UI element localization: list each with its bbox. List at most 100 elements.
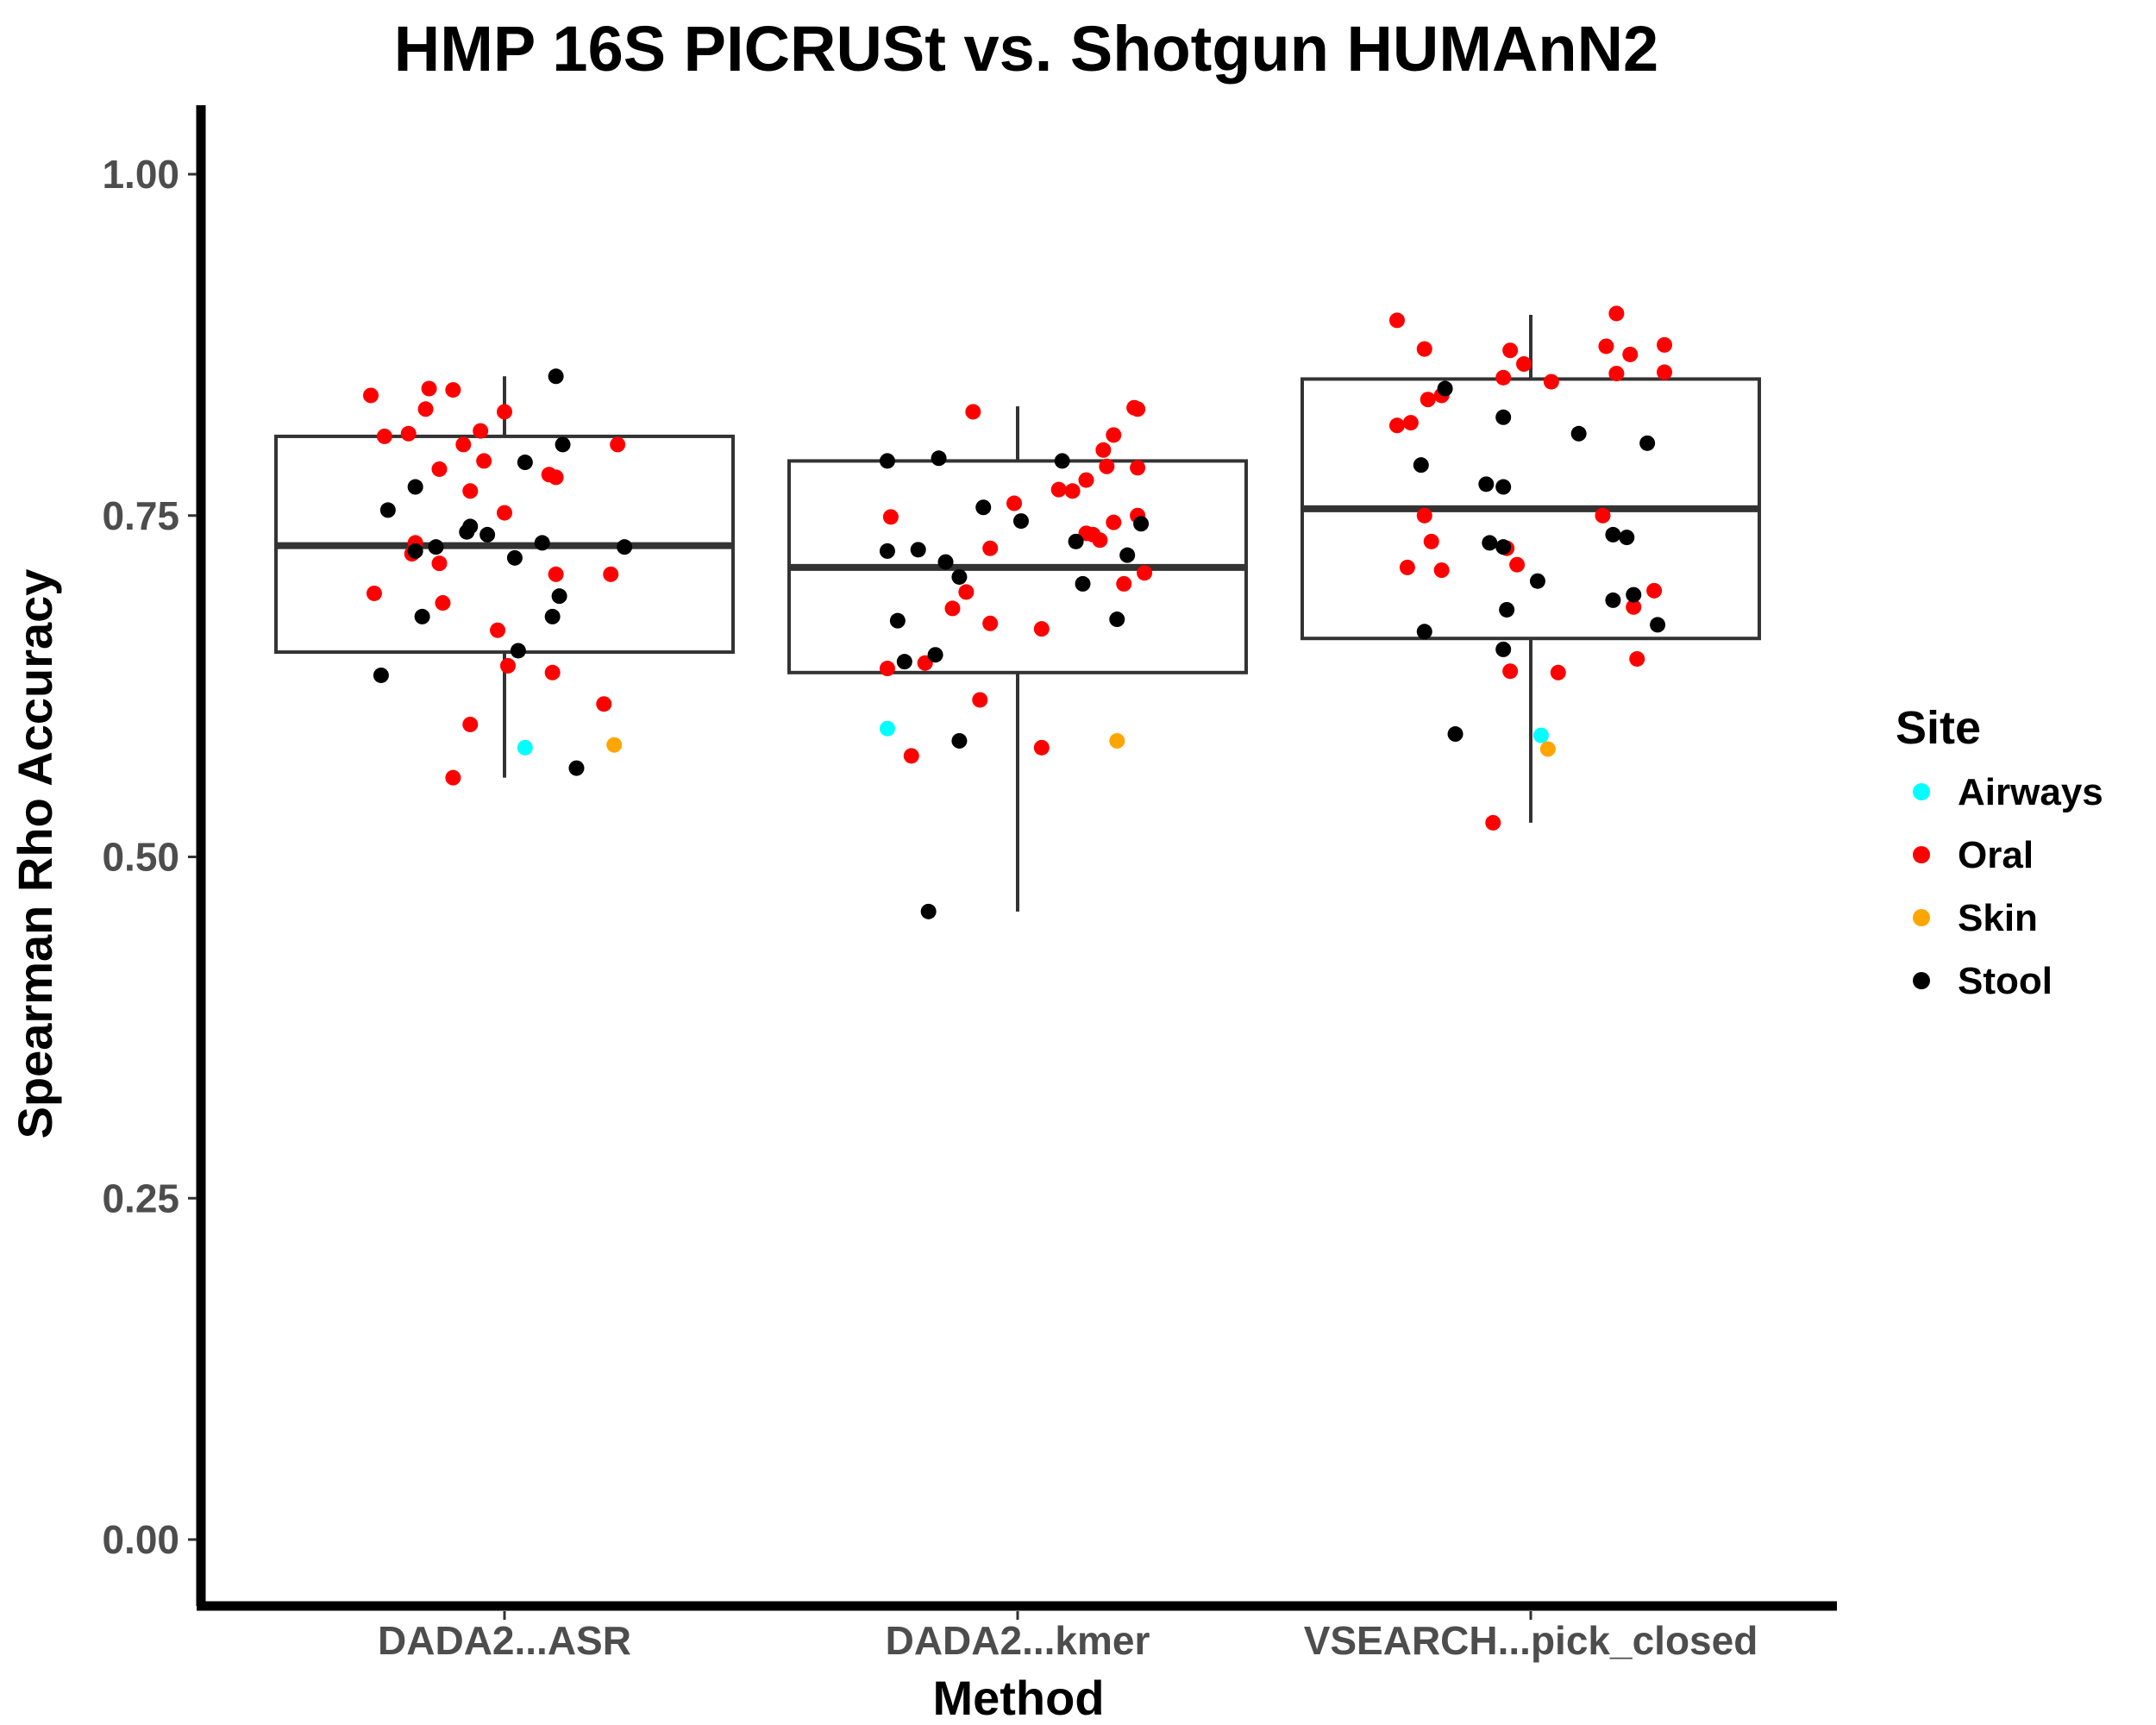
point-stool <box>1054 453 1070 469</box>
boxplot-3 <box>1300 315 1761 823</box>
point-oral <box>499 657 516 674</box>
legend-entry-airways: Airways <box>1913 771 2103 813</box>
point-oral <box>610 436 626 453</box>
legend-label: Oral <box>1958 834 2034 876</box>
point-oral <box>1130 460 1146 476</box>
point-stool <box>544 608 561 624</box>
point-oral <box>603 566 619 582</box>
y-axis-ticks: 0.00 0.25 0.50 0.75 1.00 <box>102 152 197 1562</box>
point-stool <box>927 647 943 663</box>
point-oral <box>1130 401 1146 417</box>
point-stool <box>510 643 526 659</box>
point-stool <box>1133 516 1150 532</box>
y-tick-label: 0.25 <box>102 1176 179 1220</box>
point-oral <box>1106 427 1122 443</box>
legend: Site Airways Oral Skin Stool <box>1896 702 2103 1002</box>
point-stool <box>1619 530 1635 546</box>
point-stool <box>462 518 479 535</box>
x-axis-title: Method <box>932 1671 1104 1725</box>
point-stool <box>1605 592 1621 608</box>
point-stool <box>1447 726 1463 743</box>
y-axis-title: Spearman Rho Accuracy <box>8 569 62 1139</box>
legend-entry-stool: Stool <box>1913 960 2053 1002</box>
point-oral <box>1092 532 1108 549</box>
point-stool <box>1529 573 1545 589</box>
point-stool <box>551 588 567 605</box>
point-oral <box>965 404 981 420</box>
point-stool <box>910 542 926 558</box>
point-oral <box>1388 312 1405 329</box>
point-oral <box>421 380 437 397</box>
point-oral <box>1416 507 1432 524</box>
point-oral <box>1543 373 1559 390</box>
boxplot-1 <box>274 376 735 778</box>
x-axis-ticks: DADA2...ASR DADA2...kmer VSEARCH...pick_cl… <box>378 1611 1758 1663</box>
point-oral <box>1626 599 1642 615</box>
point-stool <box>951 732 968 749</box>
point-stool <box>428 539 444 555</box>
point-stool <box>896 654 912 670</box>
point-stool <box>1495 479 1512 495</box>
point-oral <box>473 423 489 439</box>
point-oral <box>1388 417 1405 434</box>
point-oral <box>1502 663 1519 680</box>
point-oral <box>462 483 479 499</box>
point-stool <box>617 539 633 555</box>
legend-label: Airways <box>1958 771 2103 813</box>
point-oral <box>1516 356 1532 373</box>
point-stool <box>517 455 533 471</box>
point-stool <box>879 453 895 469</box>
point-oral <box>1550 664 1566 681</box>
point-skin <box>1109 732 1125 749</box>
point-oral <box>445 769 461 786</box>
legend-swatch <box>1913 909 1930 926</box>
point-stool <box>1495 409 1512 425</box>
point-stool <box>548 368 564 385</box>
point-oral <box>1608 366 1625 382</box>
point-stool <box>931 450 947 467</box>
point-oral <box>879 661 895 677</box>
x-tick-label: DADA2...ASR <box>378 1618 631 1663</box>
y-tick-label: 0.00 <box>102 1517 179 1562</box>
point-oral <box>1106 514 1122 530</box>
point-oral <box>1629 650 1645 667</box>
point-oral <box>1399 559 1415 575</box>
point-stool <box>1626 586 1642 603</box>
point-oral <box>1416 341 1432 357</box>
legend-label: Skin <box>1958 897 2038 939</box>
legend-swatch <box>1913 783 1930 800</box>
point-oral <box>455 436 472 453</box>
point-oral <box>1622 346 1639 362</box>
point-stool <box>568 760 585 776</box>
plot-panel <box>274 305 1761 919</box>
point-oral <box>1595 507 1611 524</box>
point-stool <box>373 667 389 683</box>
point-stool <box>1605 526 1621 543</box>
point-airways <box>879 720 895 737</box>
point-oral <box>1646 582 1663 599</box>
point-oral <box>1078 472 1094 488</box>
point-stool <box>951 568 968 585</box>
point-oral <box>548 469 564 486</box>
point-stool <box>1119 547 1136 563</box>
point-oral <box>1608 305 1625 322</box>
point-stool <box>379 502 396 518</box>
point-stool <box>975 499 992 516</box>
point-oral <box>1099 458 1115 474</box>
point-oral <box>1006 495 1023 511</box>
point-stool <box>407 479 423 495</box>
point-oral <box>362 387 379 404</box>
point-stool <box>1482 535 1498 551</box>
point-oral <box>548 566 564 582</box>
point-oral <box>1509 556 1526 573</box>
point-oral <box>497 505 512 521</box>
point-oral <box>903 748 919 764</box>
point-oral <box>462 716 479 732</box>
point-airways <box>517 739 533 756</box>
y-tick-label: 0.50 <box>102 835 179 880</box>
point-oral <box>1485 814 1501 831</box>
point-oral <box>431 555 448 572</box>
point-stool <box>1639 435 1656 451</box>
point-stool <box>414 608 430 624</box>
